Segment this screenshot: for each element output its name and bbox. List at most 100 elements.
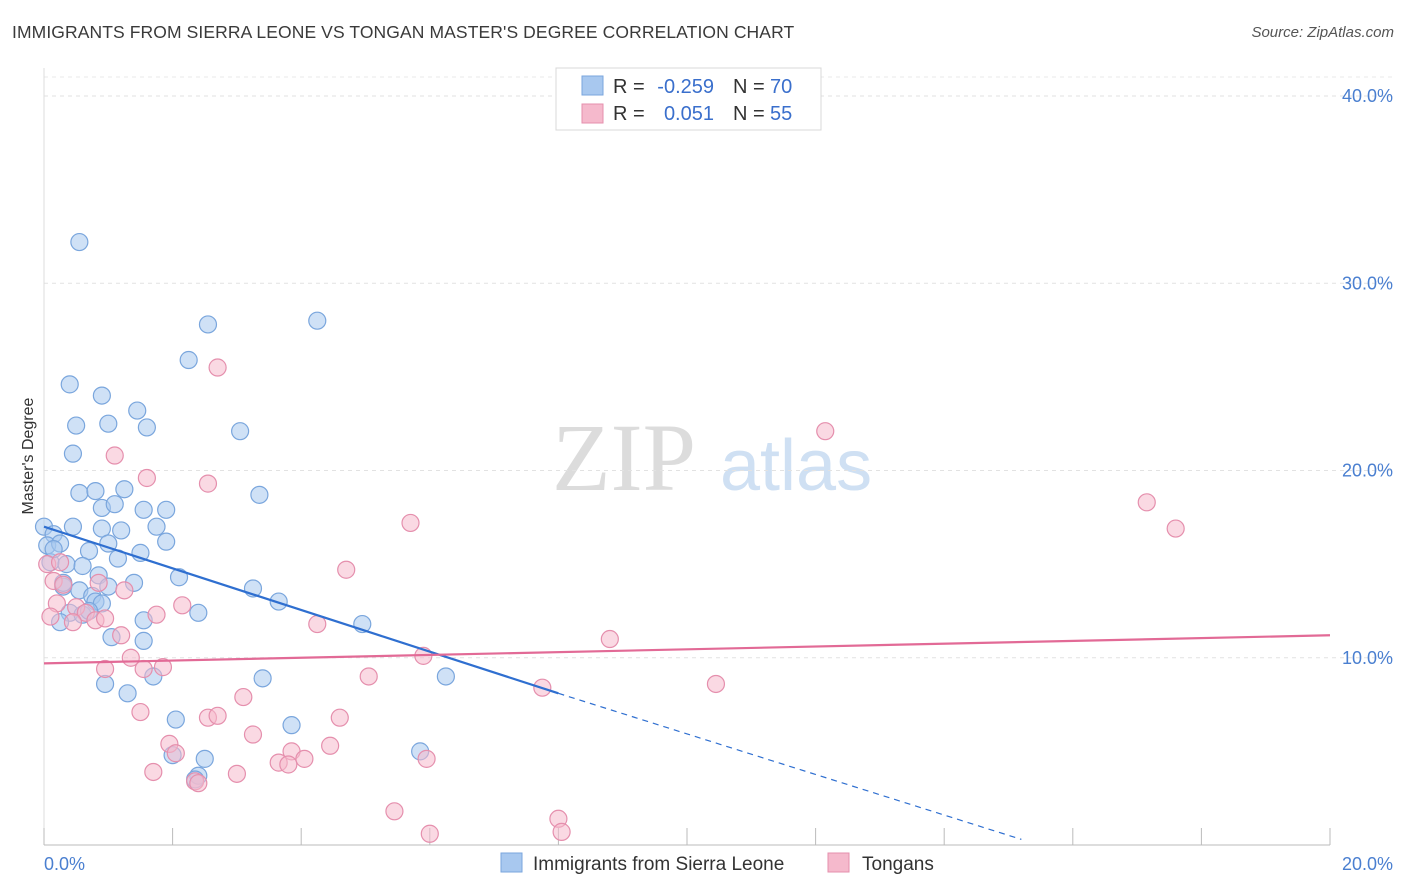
point-tongans-29 [95, 659, 115, 679]
legend-n-value-1: 70 [770, 76, 792, 98]
point-tongans-1 [816, 422, 835, 441]
point-sierra-leone-2 [308, 311, 327, 330]
point-tongans-18 [41, 607, 60, 626]
point-tongans-5 [1137, 493, 1156, 512]
point-sierra-leone-13 [86, 481, 105, 501]
point-tongans-32 [359, 667, 378, 686]
point-sierra-leone-9 [137, 418, 156, 437]
point-tongans-47 [295, 749, 314, 768]
point-sierra-leone-16 [105, 495, 124, 514]
x-ticks [43, 828, 1331, 845]
point-sierra-leone-19 [250, 485, 269, 504]
point-tongans-13 [89, 573, 108, 592]
point-sierra-leone-37 [169, 568, 189, 587]
point-sierra-leone-25 [147, 517, 166, 536]
point-tongans-35 [234, 687, 253, 707]
x-tick-label-max: 20.0% [1342, 854, 1393, 874]
watermark-zip: ZIP [552, 404, 696, 511]
correlation-legend: R = -0.259 N = 70 R = 0.051 N = 55 [555, 67, 822, 131]
point-sierra-leone-48 [189, 603, 208, 622]
bottom-legend-swatch-tongans [827, 852, 850, 873]
point-tongans-21 [95, 609, 115, 628]
point-tongans-50 [227, 764, 246, 783]
point-sierra-leone-11 [63, 444, 83, 463]
point-tongans-4 [198, 474, 218, 493]
point-tongans-0 [208, 358, 227, 377]
point-tongans-25 [112, 626, 131, 645]
y-axis-label: Master's Degree [20, 397, 37, 514]
series-legend: Immigrants from Sierra Leone Tongans [500, 852, 934, 875]
watermark-atlas: atlas [720, 426, 872, 506]
point-tongans-48 [417, 749, 436, 768]
point-tongans-38 [208, 706, 227, 725]
point-sierra-leone-12 [70, 483, 89, 503]
point-sierra-leone-53 [134, 631, 153, 650]
point-tongans-40 [243, 725, 263, 744]
y-tick-label-10: 10.0% [1342, 648, 1393, 668]
point-sierra-leone-10 [231, 422, 250, 441]
point-sierra-leone-59 [118, 684, 137, 703]
legend-n-value-2: 55 [770, 103, 792, 125]
trend-line-sierra-leone [43, 525, 559, 695]
point-tongans-56 [420, 824, 439, 843]
chart-source: Source: ZipAtlas.com [1251, 24, 1394, 41]
point-sierra-leone-34 [73, 556, 92, 576]
point-tongans-30 [134, 659, 153, 679]
trend-line-sierra-leone-extrapolated [558, 692, 1022, 840]
point-tongans-36 [131, 702, 150, 722]
point-tongans-12 [54, 575, 73, 594]
point-tongans-19 [63, 613, 83, 632]
bottom-legend-label-tongans: Tongans [862, 854, 934, 875]
point-sierra-leone-18 [157, 500, 176, 519]
legend-r-label-2: R = [613, 103, 645, 125]
point-tongans-22 [147, 605, 166, 624]
grid [44, 76, 1393, 659]
series-tongans-points [38, 358, 1185, 843]
legend-r-value-2: 0.051 [664, 103, 714, 125]
y-tick-labels: 10.0% 20.0% 30.0% 40.0% [1342, 86, 1393, 668]
y-tick-label-30: 30.0% [1342, 273, 1393, 293]
point-tongans-7 [1166, 519, 1185, 538]
point-sierra-leone-61 [282, 716, 301, 735]
point-sierra-leone-1 [198, 315, 218, 334]
point-tongans-49 [144, 762, 163, 782]
point-tongans-42 [321, 736, 340, 755]
point-sierra-leone-5 [92, 386, 111, 405]
point-sierra-leone-28 [79, 541, 99, 561]
point-sierra-leone-14 [115, 480, 134, 499]
trend-line-tongans [43, 634, 1331, 665]
legend-n-label-2: N = [733, 103, 765, 125]
point-sierra-leone-31 [157, 532, 176, 551]
x-tick-label-min: 0.0% [44, 854, 85, 874]
bottom-legend-swatch-sierra-leone [500, 852, 523, 873]
point-tongans-55 [552, 822, 571, 841]
point-tongans-53 [385, 802, 404, 821]
legend-r-value-1: -0.259 [657, 76, 714, 98]
point-sierra-leone-8 [128, 401, 147, 420]
point-tongans-46 [279, 755, 298, 774]
point-tongans-31 [153, 658, 173, 677]
point-tongans-9 [50, 553, 70, 572]
point-tongans-52 [189, 774, 208, 793]
point-tongans-3 [137, 468, 156, 488]
point-sierra-leone-23 [92, 519, 111, 538]
y-tick-label-20: 20.0% [1342, 461, 1393, 481]
y-tick-label-40: 40.0% [1342, 86, 1393, 106]
point-sierra-leone-0 [70, 232, 89, 252]
point-tongans-23 [173, 596, 192, 615]
legend-swatch-tongans [581, 103, 604, 124]
point-sierra-leone-22 [63, 517, 83, 536]
point-tongans-10 [337, 560, 356, 579]
point-sierra-leone-60 [166, 710, 185, 729]
point-tongans-39 [330, 708, 349, 727]
legend-swatch-sierra-leone [581, 75, 604, 96]
point-tongans-14 [115, 581, 134, 600]
legend-r-label-1: R = [613, 76, 645, 98]
point-tongans-6 [401, 513, 420, 533]
legend-n-label-1: N = [733, 76, 765, 98]
point-sierra-leone-17 [134, 500, 153, 519]
point-sierra-leone-7 [99, 414, 118, 433]
point-sierra-leone-24 [112, 521, 131, 540]
trend-lines [43, 525, 1331, 840]
